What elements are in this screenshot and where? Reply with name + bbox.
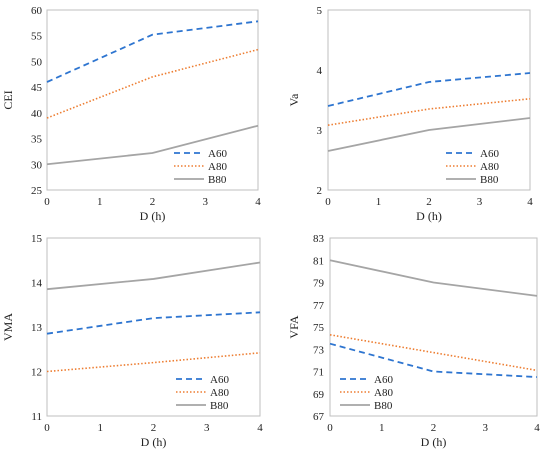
x-tick-label: 4 [527, 196, 533, 208]
x-tick-label: 1 [376, 196, 382, 208]
x-axis-label: D (h) [421, 435, 447, 449]
x-tick-label: 3 [483, 422, 489, 434]
x-tick-label: 2 [150, 196, 156, 208]
y-tick-label: 83 [313, 233, 325, 245]
x-axis-label: D (h) [416, 209, 442, 223]
x-tick-label: 4 [255, 196, 261, 208]
y-tick-label: 40 [31, 108, 43, 120]
y-tick-label: 2 [317, 185, 323, 197]
y-tick-label: 13 [31, 322, 43, 334]
x-tick-label: 0 [325, 196, 331, 208]
y-tick-label: 69 [313, 389, 325, 401]
y-tick-label: 35 [31, 134, 43, 146]
x-tick-label: 1 [379, 422, 385, 434]
y-tick-label: 77 [313, 300, 325, 312]
y-tick-label: 25 [31, 185, 43, 197]
y-axis-label: Va [287, 93, 301, 106]
series-line-a80 [329, 333, 538, 372]
legend-label-a60: A60 [210, 374, 229, 386]
x-tick-label: 2 [431, 422, 437, 434]
x-tick-label: 2 [151, 422, 157, 434]
legend-label-a60: A60 [480, 148, 499, 160]
y-tick-label: 5 [317, 5, 323, 17]
legend-label-a80: A80 [210, 387, 229, 399]
legend-label-a60: A60 [374, 374, 393, 386]
y-tick-label: 75 [313, 322, 325, 334]
legend-label-b80: B80 [208, 174, 227, 186]
x-tick-label: 0 [44, 196, 50, 208]
x-tick-label: 0 [327, 422, 333, 434]
series-line-b80 [46, 261, 261, 291]
y-tick-label: 50 [31, 56, 43, 68]
y-tick-label: 60 [31, 5, 43, 17]
legend-label-a80: A80 [208, 161, 227, 173]
series-line-a80 [46, 352, 261, 373]
x-tick-label: 4 [257, 422, 263, 434]
x-tick-label: 3 [204, 422, 210, 434]
y-tick-label: 55 [31, 31, 43, 43]
x-tick-label: 4 [534, 422, 540, 434]
y-tick-label: 3 [317, 125, 323, 137]
x-tick-label: 1 [98, 422, 104, 434]
plot-frame [329, 237, 538, 417]
y-tick-label: 73 [313, 344, 325, 356]
y-tick-label: 81 [313, 255, 324, 267]
y-tick-label: 12 [31, 367, 42, 379]
series-line-a60 [329, 342, 538, 378]
series-line-a60 [46, 20, 259, 83]
legend-label-b80: B80 [210, 400, 229, 412]
series-line-a60 [327, 72, 531, 107]
plot-frame [46, 9, 259, 191]
legend-label-b80: B80 [480, 174, 499, 186]
series-line-a80 [327, 98, 531, 126]
y-axis-label: VMA [1, 313, 15, 341]
legend-label-a80: A80 [374, 387, 393, 399]
y-axis-label: CEI [1, 90, 15, 109]
y-tick-label: 30 [31, 159, 43, 171]
y-axis-label: VFA [287, 315, 301, 338]
y-tick-label: 14 [31, 278, 43, 290]
series-line-b80 [329, 259, 538, 297]
x-tick-label: 1 [97, 196, 103, 208]
y-tick-label: 67 [313, 411, 325, 423]
legend-label-a80: A80 [480, 161, 499, 173]
y-tick-label: 15 [31, 233, 43, 245]
y-tick-label: 4 [317, 65, 323, 77]
y-tick-label: 11 [31, 411, 42, 423]
legend-label-b80: B80 [374, 400, 393, 412]
x-tick-label: 2 [426, 196, 432, 208]
series-line-b80 [327, 117, 531, 152]
plot-frame [46, 237, 261, 417]
plot-frame [327, 9, 531, 191]
series-line-a80 [46, 48, 259, 119]
x-axis-label: D (h) [140, 209, 166, 223]
y-tick-label: 79 [313, 278, 325, 290]
series-line-b80 [46, 124, 259, 166]
legend-label-a60: A60 [208, 148, 227, 160]
x-axis-label: D (h) [141, 435, 167, 449]
y-tick-label: 71 [313, 367, 324, 379]
series-line-a60 [46, 311, 261, 335]
x-tick-label: 3 [477, 196, 483, 208]
x-tick-label: 0 [44, 422, 50, 434]
x-tick-label: 3 [203, 196, 209, 208]
y-tick-label: 45 [31, 82, 43, 94]
